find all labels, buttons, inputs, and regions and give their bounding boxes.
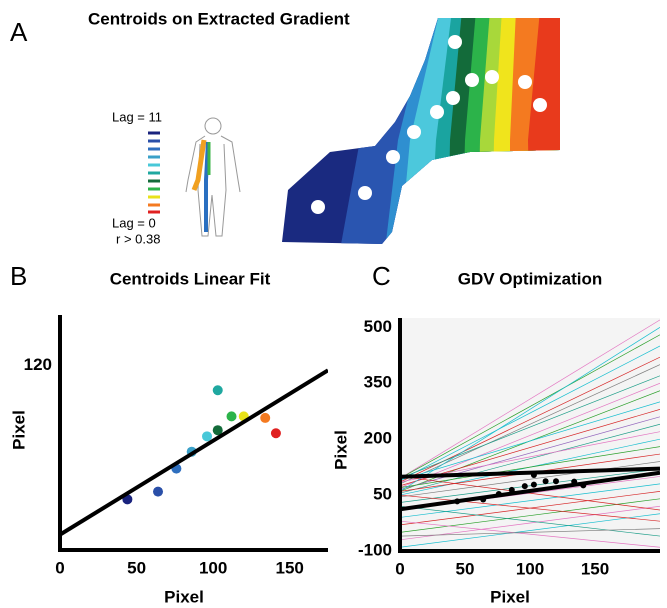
line: [400, 505, 660, 537]
plot-area: [400, 318, 660, 551]
point: [454, 498, 461, 505]
line: [400, 470, 660, 512]
line: [400, 319, 660, 479]
point: [508, 486, 515, 493]
centroid-dots: [311, 35, 547, 214]
legend-top: Lag = 11: [112, 109, 162, 124]
line: [400, 483, 660, 518]
x-tick-label: 150: [276, 558, 304, 577]
point: [226, 411, 237, 422]
point: [495, 490, 502, 497]
plot-area: [60, 368, 328, 537]
x-tick-label: 150: [581, 559, 609, 578]
line: [400, 494, 660, 522]
line: [400, 513, 660, 548]
y-tick-label: 120: [24, 355, 52, 374]
line: [400, 375, 660, 479]
line: [400, 334, 660, 479]
line: [60, 368, 328, 537]
y-tick-label: -100: [358, 540, 392, 559]
x-tick-label: 50: [456, 559, 475, 578]
point: [553, 478, 559, 485]
x-tick-label: 100: [516, 559, 544, 578]
line: [400, 476, 660, 511]
point: [202, 431, 213, 442]
point: [153, 486, 164, 497]
y-axis-label: Pixel: [331, 430, 350, 470]
panel-label: A: [10, 17, 28, 47]
x-axis-label: Pixel: [490, 587, 530, 606]
line: [400, 505, 660, 541]
panel-title: Centroids on Extracted Gradient: [88, 9, 350, 28]
y-tick-label: 200: [364, 429, 392, 448]
legend-note: r > 0.38: [116, 231, 160, 246]
point: [530, 481, 537, 488]
line: [400, 468, 660, 503]
line: [400, 528, 660, 537]
point: [542, 478, 549, 485]
x-tick-label: 0: [55, 558, 64, 577]
line: [400, 446, 660, 488]
legend-bottom: Lag = 0: [112, 215, 156, 230]
point: [212, 425, 223, 436]
chart-title: Centroids Linear Fit: [110, 269, 271, 288]
color-bar: [148, 131, 160, 214]
line: [400, 327, 660, 492]
y-tick-label: 350: [364, 373, 392, 392]
point: [260, 412, 271, 423]
body-figure: [185, 117, 241, 237]
y-tick-label: 50: [373, 485, 392, 504]
line: [400, 409, 660, 487]
point: [571, 478, 578, 485]
x-tick-label: 0: [395, 559, 404, 578]
y-axis-label: Pixel: [9, 410, 28, 450]
line: [400, 461, 660, 498]
line: [400, 401, 660, 481]
line: [400, 345, 660, 481]
x-tick-label: 100: [199, 558, 227, 577]
x-axis-label: Pixel: [164, 587, 204, 606]
point: [580, 482, 587, 489]
x-tick-label: 50: [127, 558, 146, 577]
point: [521, 483, 528, 490]
line: [400, 520, 660, 548]
point: [530, 471, 537, 478]
panel-label: C: [372, 261, 391, 291]
line: [400, 466, 660, 479]
chart-title: GDV Optimization: [458, 269, 603, 288]
point: [480, 496, 487, 503]
point: [270, 428, 281, 439]
line: [400, 382, 660, 488]
panel-label: B: [10, 261, 27, 291]
y-tick-label: 500: [364, 317, 392, 336]
point: [212, 385, 223, 396]
